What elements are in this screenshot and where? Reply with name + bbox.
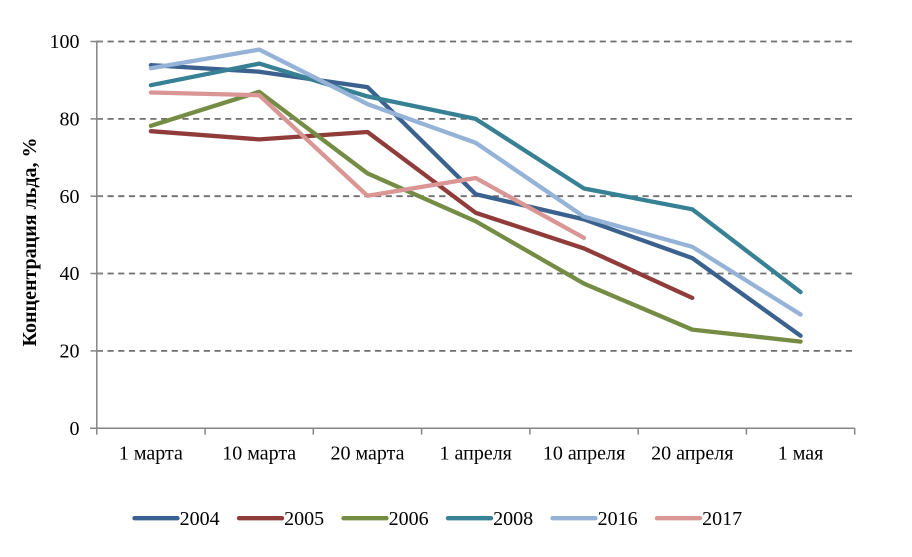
svg-text:60: 60 (60, 186, 80, 208)
svg-text:20: 20 (60, 341, 80, 363)
svg-text:1 мая: 1 мая (778, 442, 824, 464)
svg-text:40: 40 (60, 263, 80, 285)
svg-text:10 апреля: 10 апреля (543, 442, 625, 464)
svg-text:10 марта: 10 марта (222, 442, 296, 464)
svg-text:2005: 2005 (284, 508, 324, 530)
svg-text:2016: 2016 (598, 508, 638, 530)
svg-text:1 марта: 1 марта (119, 442, 183, 464)
svg-text:80: 80 (60, 109, 80, 131)
svg-text:0: 0 (70, 418, 80, 440)
svg-text:20 апреля: 20 апреля (651, 442, 733, 464)
svg-text:Концентрация льда, %: Концентрация льда, % (19, 138, 41, 347)
svg-text:2006: 2006 (389, 508, 429, 530)
svg-text:100: 100 (50, 31, 80, 53)
svg-text:2008: 2008 (493, 508, 533, 530)
svg-text:2004: 2004 (180, 508, 220, 530)
svg-text:2017: 2017 (702, 508, 742, 530)
svg-text:20 марта: 20 марта (331, 442, 405, 464)
svg-text:1 апреля: 1 апреля (440, 442, 512, 464)
